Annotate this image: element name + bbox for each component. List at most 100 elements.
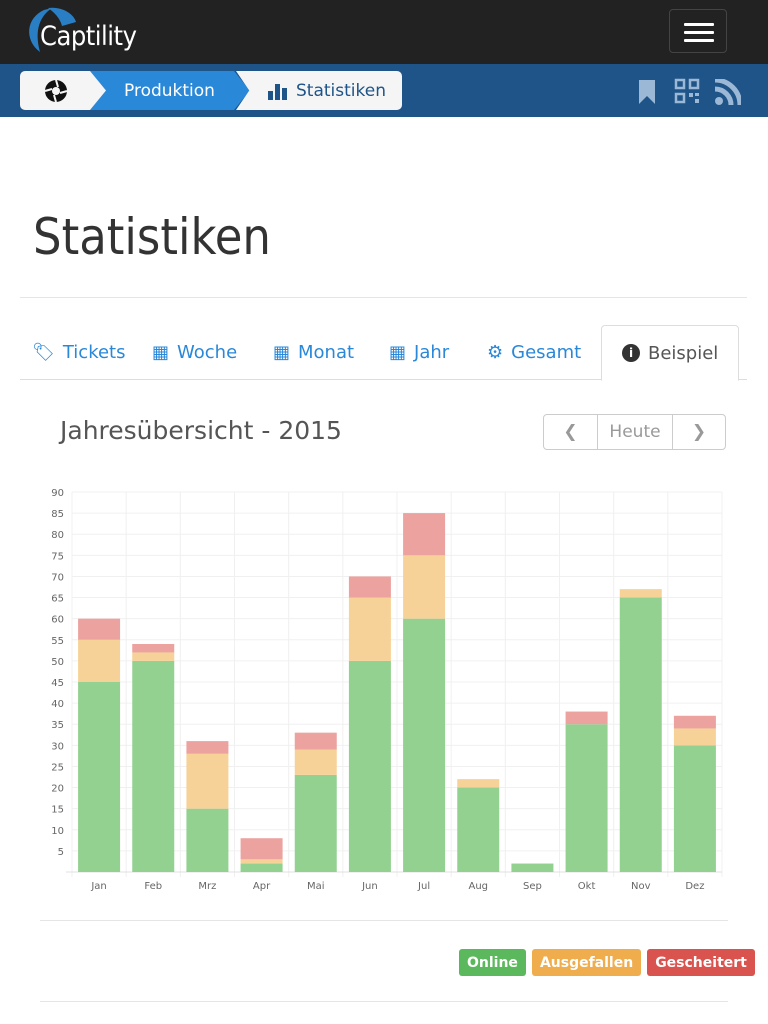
- breadcrumb-label: Produktion: [124, 80, 215, 101]
- bar-gescheitert-dez: [673, 715, 716, 729]
- bar-online-feb: [132, 660, 175, 872]
- previous-button[interactable]: ❮: [544, 415, 598, 449]
- logo[interactable]: Captility: [18, 4, 137, 60]
- calendar-icon: ▦: [152, 342, 170, 363]
- panel-title: Jahresübersicht - 2015: [60, 416, 342, 445]
- y-tick-label: 70: [51, 572, 64, 583]
- bar-gescheitert-jan: [78, 618, 121, 640]
- legend-gescheitert: Gescheitert: [647, 949, 755, 976]
- divider: [40, 920, 728, 921]
- tab-tickets[interactable]: 🏷 Tickets: [32, 325, 126, 380]
- y-tick-label: 20: [51, 784, 64, 795]
- top-navbar: Captility: [0, 0, 768, 64]
- breadcrumb-home[interactable]: [20, 71, 110, 110]
- app-name: Captility: [40, 20, 137, 52]
- bar-gescheitert-jun: [348, 576, 391, 598]
- tab-label: Gesamt: [511, 342, 582, 363]
- year-pager: ❮ Heute ❯: [543, 414, 726, 450]
- bar-online-nov: [619, 597, 662, 872]
- gear-icon: ⚙: [487, 342, 504, 363]
- legend: Online Ausgefallen Gescheitert: [459, 949, 755, 976]
- bar-online-jan: [78, 682, 121, 872]
- y-tick-label: 75: [51, 551, 64, 562]
- x-tick-label: Jul: [417, 881, 430, 892]
- y-tick-label: 10: [51, 826, 64, 837]
- bar-gescheitert-feb: [132, 644, 175, 653]
- tab-beispiel[interactable]: i Beispiel: [601, 325, 740, 381]
- bar-online-jun: [348, 660, 391, 872]
- tab-jahr[interactable]: ▦ Jahr: [389, 325, 449, 380]
- x-tick-label: Apr: [253, 881, 271, 892]
- bar-ausgefallen-nov: [619, 589, 662, 598]
- bar-ausgefallen-apr: [240, 859, 283, 864]
- tab-monat[interactable]: ▦ Monat: [273, 325, 354, 380]
- bar-gescheitert-apr: [240, 838, 283, 860]
- y-tick-label: 5: [58, 847, 64, 858]
- tab-label: Woche: [177, 342, 238, 363]
- y-tick-label: 50: [51, 657, 64, 668]
- y-tick-label: 60: [51, 615, 64, 626]
- today-button[interactable]: Heute: [598, 415, 673, 449]
- y-tick-label: 15: [51, 805, 64, 816]
- stacked-bar-chart: 5 10 15 20 25 30 35 40 45 50 55 60 65 70 75 80 85 90 Jan Fe…: [51, 488, 723, 892]
- y-tick-label: 35: [51, 720, 64, 731]
- tab-woche[interactable]: ▦ Woche: [152, 325, 237, 380]
- tab-bar: 🏷 Tickets ▦ Woche ▦ Monat ▦ Jahr ⚙ Gesamt i Be…: [20, 325, 747, 381]
- info-icon: i: [622, 344, 640, 362]
- rss-feed-icon[interactable]: [715, 79, 741, 105]
- x-tick-label: Sep: [523, 881, 542, 892]
- divider: [40, 1001, 728, 1002]
- x-tick-label: Mrz: [198, 881, 216, 892]
- y-tick-label: 55: [51, 636, 64, 647]
- bar-chart-icon: [268, 83, 287, 100]
- bar-online-apr: [240, 863, 283, 872]
- x-tick-label: Nov: [631, 881, 651, 892]
- bar-online-aug: [457, 787, 500, 872]
- bar-online-dez: [673, 745, 716, 872]
- bar-online-okt: [565, 724, 608, 872]
- qr-code-icon[interactable]: [674, 78, 700, 104]
- x-tick-label: Jan: [90, 881, 106, 892]
- y-tick-label: 30: [51, 741, 64, 752]
- bar-ausgefallen-feb: [132, 652, 175, 661]
- bar-ausgefallen-jul: [403, 555, 446, 619]
- y-tick-label: 40: [51, 699, 64, 710]
- bar-online-jul: [403, 618, 446, 872]
- bar-gescheitert-mrz: [186, 741, 229, 754]
- chevron-left-icon: ❮: [563, 422, 578, 442]
- y-tick-label: 90: [51, 488, 64, 499]
- divider: [20, 297, 747, 298]
- legend-ausgefallen: Ausgefallen: [531, 949, 642, 976]
- y-tick-label: 45: [51, 678, 64, 689]
- tab-gesamt[interactable]: ⚙ Gesamt: [487, 325, 581, 380]
- x-tick-label: Jun: [361, 881, 378, 892]
- breadcrumb-statistiken[interactable]: Statistiken: [236, 71, 402, 110]
- x-tick-label: Feb: [144, 881, 162, 892]
- bar-ausgefallen-mai: [294, 749, 337, 775]
- hamburger-menu-button[interactable]: [669, 9, 727, 53]
- bar-ausgefallen-aug: [457, 779, 500, 788]
- calendar-icon: ▦: [273, 342, 291, 363]
- bar-gescheitert-okt: [565, 711, 608, 725]
- x-tick-label: Aug: [468, 881, 488, 892]
- bar-ausgefallen-jun: [348, 597, 391, 661]
- x-tick-label: Okt: [578, 881, 596, 892]
- tab-label: Jahr: [414, 342, 450, 363]
- logo-aperture-icon: [29, 7, 76, 52]
- tab-label: Tickets: [62, 342, 126, 363]
- y-tick-label: 25: [51, 762, 64, 773]
- breadcrumb-produktion[interactable]: Produktion: [90, 71, 250, 110]
- bookmark-icon[interactable]: [639, 80, 655, 104]
- chevron-right-icon: ❯: [691, 422, 707, 442]
- y-tick-label: 80: [51, 530, 64, 541]
- bar-gescheitert-mai: [294, 732, 337, 750]
- tab-label: Beispiel: [648, 342, 719, 364]
- next-button[interactable]: ❯: [673, 415, 725, 449]
- y-tick-label: 85: [51, 509, 64, 520]
- bar-online-mrz: [186, 808, 229, 872]
- tab-label: Monat: [298, 342, 355, 363]
- aperture-icon: [44, 79, 68, 102]
- x-tick-label: Mai: [307, 881, 325, 892]
- bar-ausgefallen-mrz: [186, 753, 229, 809]
- bar-gescheitert-jul: [403, 513, 446, 556]
